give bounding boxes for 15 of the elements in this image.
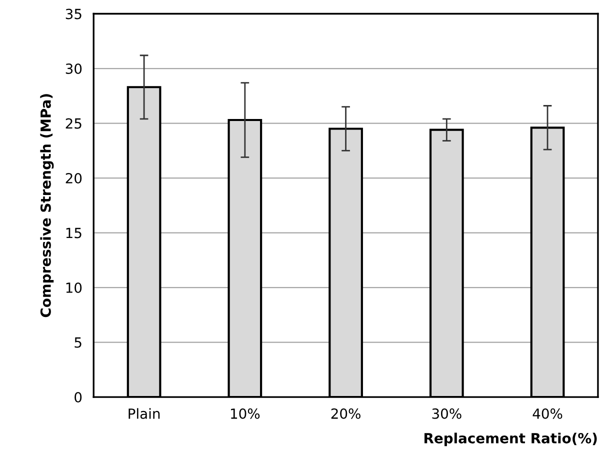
y-tick-label: 25 [66,118,82,129]
y-tick-label: 20 [66,172,82,184]
y-tick-label: 10 [66,282,82,294]
x-tick-label: Plain [128,408,160,419]
x-tick-label: 10% [231,408,260,419]
x-tick-label: 20% [331,408,360,419]
x-tick-label: 40% [532,408,562,419]
y-tick-label: 35 [66,8,82,20]
y-tick-label: 5 [74,337,82,348]
y-tick-label: 15 [66,228,82,238]
x-tick-label: 30% [432,408,462,419]
y-axis-title: Compressive Strength (MPa) [40,94,54,318]
y-tick-label: 0 [74,392,82,403]
y-tick-label: 30 [66,63,82,74]
x-axis-title: Replacement Ratio(%) [424,432,597,446]
